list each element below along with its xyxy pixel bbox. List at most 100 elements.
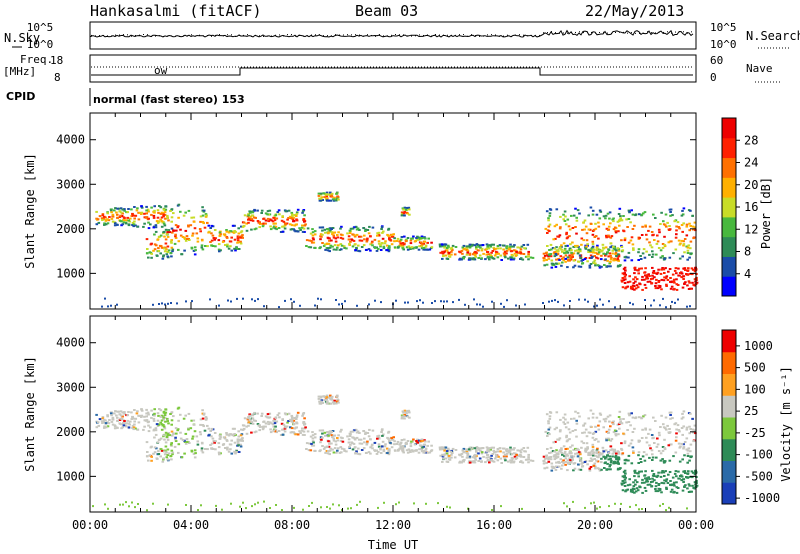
power-cell: [352, 239, 356, 242]
power-cell: [502, 244, 505, 247]
velocity-cell: [104, 503, 106, 506]
power-cell: [177, 248, 180, 251]
velocity-cell: [217, 451, 221, 454]
velocity-cell: [154, 433, 158, 436]
power-cell: [241, 225, 245, 228]
velocity-cell: [612, 462, 615, 465]
velocity-cell: [656, 443, 660, 446]
velocity-cell: [287, 420, 290, 422]
velocity-cell: [641, 508, 643, 510]
velocity-cell: [399, 445, 402, 448]
power-cell: [167, 302, 169, 305]
power-cell: [158, 303, 160, 305]
velocity-cell: [353, 437, 356, 440]
velocity-cell: [596, 447, 599, 450]
velocity-cell: [623, 462, 627, 465]
velocity-cell: [597, 424, 600, 427]
power-cell: [341, 234, 344, 237]
power-cell: [524, 303, 526, 306]
power-cell: [409, 239, 413, 242]
power-cell: [624, 273, 627, 276]
power-cell: [608, 252, 612, 255]
noise-dot: [155, 35, 156, 37]
velocity-cell: [694, 432, 697, 435]
power-cell: [440, 300, 442, 303]
velocity-cell: [166, 438, 170, 441]
velocity-cell: [664, 416, 668, 419]
power-cell: [571, 227, 575, 229]
velocity-cell: [380, 431, 383, 433]
power-cell: [680, 239, 684, 242]
velocity-cell: [269, 431, 273, 434]
velocity-cell: [584, 506, 586, 509]
velocity-cell: [159, 421, 162, 424]
velocity-cell: [592, 452, 595, 455]
power-cell: [566, 236, 570, 239]
velocity-cell: [645, 477, 649, 480]
power-cell: [548, 208, 552, 211]
power-cell: [687, 280, 691, 283]
velocity-cell: [410, 440, 413, 443]
velocity-cell: [122, 503, 124, 506]
velocity-cell: [579, 468, 583, 471]
power-cell: [607, 255, 610, 258]
velocity-cell: [415, 440, 418, 442]
power-cell: [325, 191, 329, 194]
velocity-cell: [662, 426, 666, 429]
power-cell: [680, 272, 684, 275]
velocity-cell: [687, 470, 690, 473]
velocity-cell: [574, 452, 577, 455]
noise-dot: [667, 31, 668, 33]
power-cell: [630, 259, 634, 262]
velocity-cell: [617, 416, 621, 418]
noise-dot: [619, 31, 620, 33]
noise-dot: [303, 35, 304, 37]
noise-dot: [183, 35, 184, 37]
velocity-cell: [160, 423, 164, 426]
velocity-cell: [261, 428, 265, 431]
velocity-cell: [461, 459, 465, 462]
velocity-cell: [641, 478, 644, 481]
velocity-cell: [570, 454, 573, 457]
nave-tick-bottom: 0: [710, 71, 717, 84]
velocity-cell: [565, 434, 568, 437]
velocity-cell: [553, 458, 557, 461]
power-cell: [158, 205, 161, 207]
power-cell: [305, 245, 308, 247]
power-cell: [669, 214, 672, 217]
power-cell: [416, 235, 419, 238]
velocity-cell: [229, 448, 232, 451]
velocity-cell: [126, 414, 129, 417]
y-tick-label: 2000: [56, 222, 85, 236]
power-cell: [108, 216, 111, 218]
power-cell: [620, 239, 623, 242]
power-cell: [227, 247, 231, 250]
velocity-cell: [404, 443, 408, 446]
velocity-cell: [442, 457, 445, 460]
power-cell: [555, 258, 558, 261]
power-cell: [647, 229, 650, 232]
velocity-cell: [626, 488, 630, 491]
velocity-cell: [571, 444, 574, 447]
power-cell: [283, 227, 287, 230]
power-cell: [243, 214, 247, 217]
velocity-cell: [333, 401, 336, 404]
power-cell: [393, 237, 396, 240]
velocity-cell: [358, 453, 362, 456]
power-cell: [555, 262, 558, 265]
power-cell: [628, 275, 631, 278]
power-cell: [620, 279, 624, 282]
power-cell: [684, 269, 687, 271]
power-cell: [578, 298, 580, 301]
power-cell: [512, 257, 516, 260]
power-cell: [644, 267, 647, 270]
velocity-cell: [283, 427, 287, 430]
velocity-cell: [605, 430, 609, 433]
power-cell: [452, 301, 454, 304]
power-cell: [375, 249, 379, 252]
velocity-cell: [591, 446, 595, 448]
velocity-cell: [138, 414, 142, 417]
power-cell: [446, 300, 448, 303]
velocity-cell: [218, 434, 222, 437]
